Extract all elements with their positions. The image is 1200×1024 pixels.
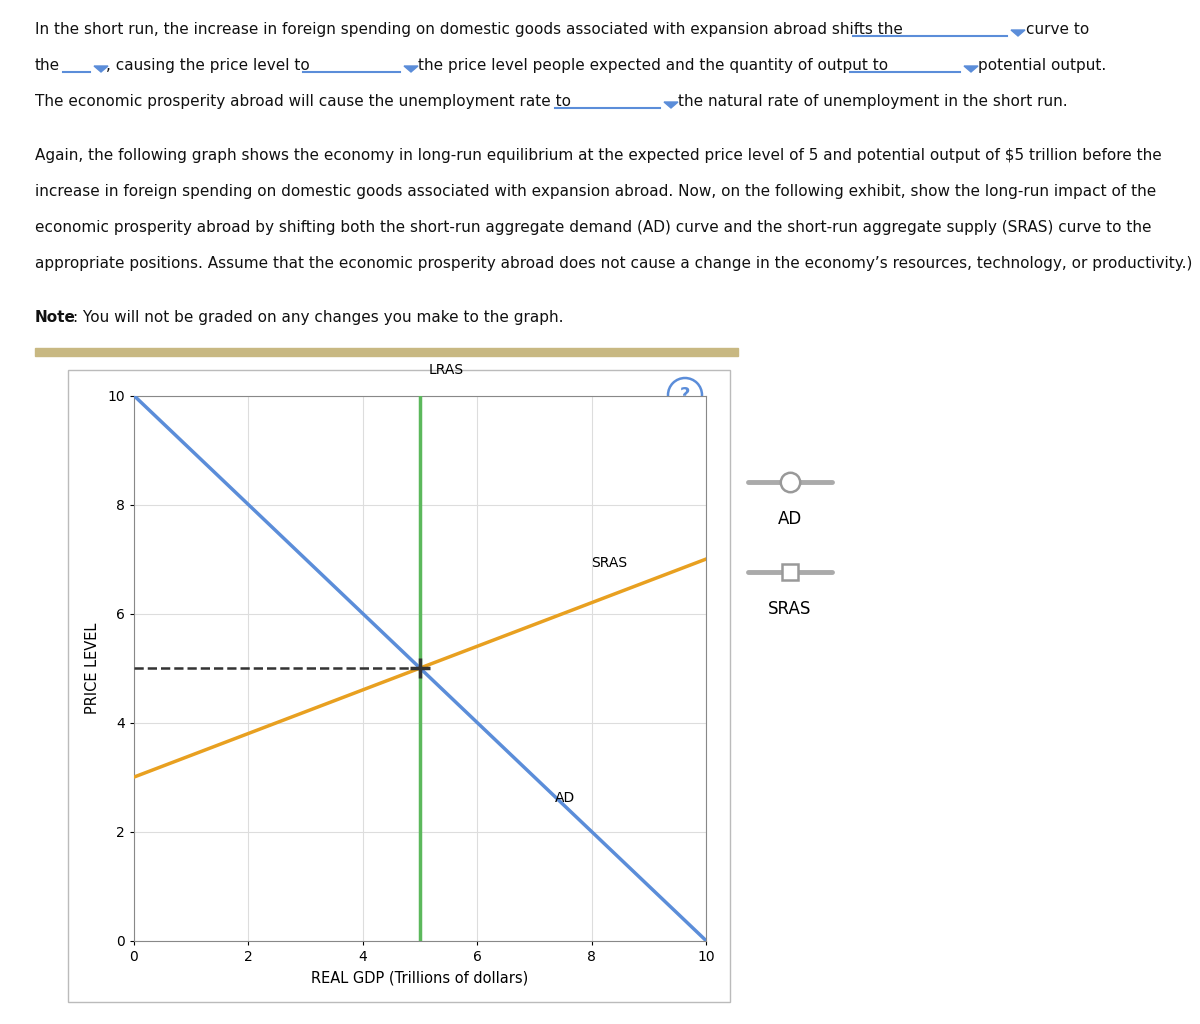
Text: The economic prosperity abroad will cause the unemployment rate to: The economic prosperity abroad will caus… — [35, 94, 571, 109]
Text: In the short run, the increase in foreign spending on domestic goods associated : In the short run, the increase in foreig… — [35, 22, 902, 37]
Text: increase in foreign spending on domestic goods associated with expansion abroad.: increase in foreign spending on domestic… — [35, 184, 1157, 199]
Polygon shape — [664, 102, 678, 108]
Text: potential output.: potential output. — [978, 58, 1106, 73]
Text: Note: Note — [35, 310, 76, 325]
Text: , causing the price level to: , causing the price level to — [106, 58, 310, 73]
Text: LRAS: LRAS — [428, 362, 463, 377]
Text: : You will not be graded on any changes you make to the graph.: : You will not be graded on any changes … — [73, 310, 564, 325]
Bar — [68, 370, 730, 1002]
Text: economic prosperity abroad by shifting both the short-run aggregate demand (AD) : economic prosperity abroad by shifting b… — [35, 220, 1152, 234]
Y-axis label: PRICE LEVEL: PRICE LEVEL — [85, 623, 101, 714]
Polygon shape — [404, 66, 418, 72]
Polygon shape — [94, 66, 108, 72]
Text: AD: AD — [554, 791, 575, 805]
Text: Again, the following graph shows the economy in long-run equilibrium at the expe: Again, the following graph shows the eco… — [35, 148, 1162, 163]
X-axis label: REAL GDP (Trillions of dollars): REAL GDP (Trillions of dollars) — [311, 971, 529, 985]
Bar — [35, 348, 738, 356]
Polygon shape — [964, 66, 978, 72]
Text: SRAS: SRAS — [592, 556, 628, 570]
Text: the natural rate of unemployment in the short run.: the natural rate of unemployment in the … — [678, 94, 1068, 109]
Text: appropriate positions. Assume that the economic prosperity abroad does not cause: appropriate positions. Assume that the e… — [35, 256, 1193, 271]
Text: the price level people expected and the quantity of output to: the price level people expected and the … — [418, 58, 888, 73]
Polygon shape — [1010, 30, 1025, 36]
Text: the: the — [35, 58, 60, 73]
Text: ?: ? — [680, 386, 690, 404]
Text: AD: AD — [778, 510, 802, 528]
Text: SRAS: SRAS — [768, 600, 811, 618]
Text: curve to: curve to — [1026, 22, 1090, 37]
